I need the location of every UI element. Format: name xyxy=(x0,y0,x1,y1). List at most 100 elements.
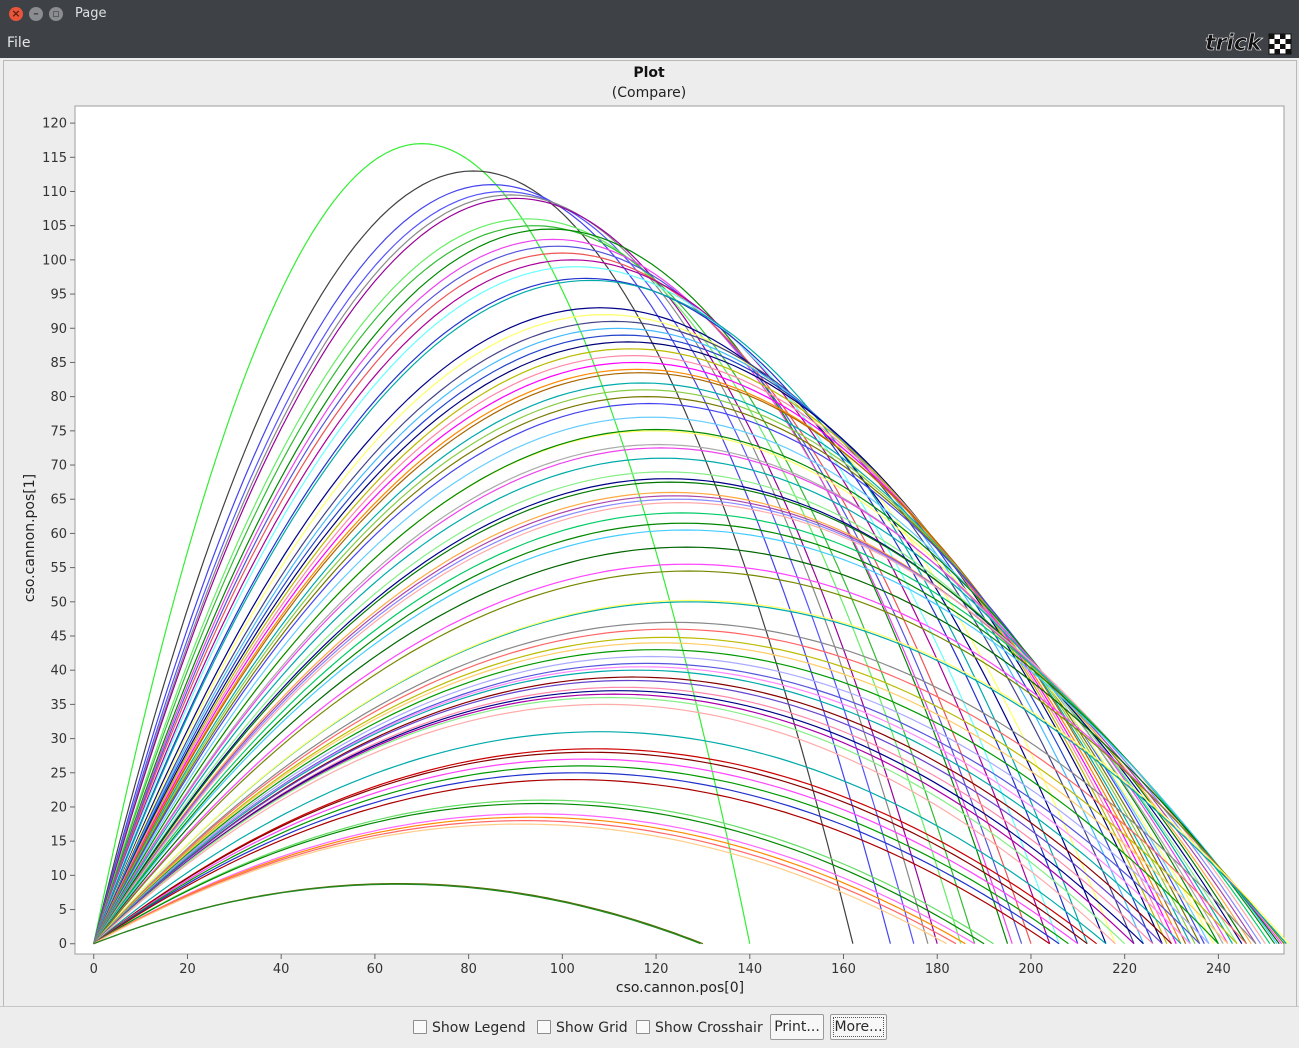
x-tick-label: 160 xyxy=(831,962,856,977)
y-tick-label: 25 xyxy=(50,766,67,781)
series-line-49 xyxy=(93,563,1283,945)
x-tick-label: 20 xyxy=(179,962,196,977)
series-line-52 xyxy=(93,599,1290,945)
series-line-57 xyxy=(93,649,1219,945)
trick-logo: trick xyxy=(1205,31,1292,56)
window-titlebar: × – ▫ Page xyxy=(0,0,1299,28)
series-line-73 xyxy=(93,765,1069,945)
y-tick-label: 40 xyxy=(50,664,67,679)
series-line-72 xyxy=(93,758,1079,945)
y-tick-label: 95 xyxy=(50,288,67,303)
series-line-12 xyxy=(93,252,1032,944)
series-line-59 xyxy=(93,662,1201,945)
show-legend-label: Show Legend xyxy=(432,1020,526,1036)
series-group xyxy=(93,142,1290,945)
series-line-69 xyxy=(93,731,1107,945)
series-line-64 xyxy=(93,686,1154,945)
show-grid-label: Show Grid xyxy=(556,1020,628,1036)
maximize-icon[interactable]: ▫ xyxy=(49,7,63,21)
y-tick-label: 20 xyxy=(50,800,67,815)
series-line-68 xyxy=(93,703,1116,945)
series-line-63 xyxy=(93,679,1163,945)
y-tick-label: 10 xyxy=(50,869,67,884)
series-line-4 xyxy=(93,190,915,944)
checkbox-box xyxy=(636,1020,650,1034)
series-line-81 xyxy=(93,823,947,945)
y-tick-label: 120 xyxy=(42,117,67,132)
x-tick-label: 240 xyxy=(1206,962,1231,977)
series-line-67 xyxy=(93,696,1126,945)
x-axis: 0 20 40 60 80 100 120 140 160 180 200 220 240 xyxy=(90,954,1231,977)
control-bar: Show Legend Show Grid Show Crosshair Pri… xyxy=(0,1006,1299,1048)
series-line-56 xyxy=(93,642,1229,945)
x-tick-label: 40 xyxy=(273,962,290,977)
series-line-78 xyxy=(93,813,976,945)
series-line-76 xyxy=(93,799,994,945)
y-axis-label: cso.cannon.pos[1] xyxy=(22,474,38,602)
series-line-75 xyxy=(93,778,1051,945)
y-tick-label: 30 xyxy=(50,732,67,747)
series-line-71 xyxy=(93,751,1088,945)
y-tick-label: 55 xyxy=(50,561,67,576)
series-line-41 xyxy=(93,491,1252,945)
minimize-icon[interactable]: – xyxy=(29,7,43,21)
series-line-77 xyxy=(93,802,985,945)
close-icon[interactable]: × xyxy=(9,7,23,21)
series-line-7 xyxy=(93,218,962,944)
y-tick-label: 65 xyxy=(50,493,67,508)
series-line-46 xyxy=(93,522,1276,945)
x-tick-label: 0 xyxy=(90,962,98,977)
y-tick-label: 110 xyxy=(42,185,67,200)
series-line-66 xyxy=(93,693,1135,945)
chart-subtitle: (Compare) xyxy=(612,85,686,101)
show-crosshair-checkbox[interactable]: Show Crosshair xyxy=(636,1019,763,1037)
x-tick-label: 140 xyxy=(737,962,762,977)
x-tick-label: 60 xyxy=(367,962,384,977)
series-line-18 xyxy=(93,313,1116,944)
series-line-53 xyxy=(93,621,1257,945)
print-button[interactable]: Print... xyxy=(770,1014,824,1040)
y-tick-label: 70 xyxy=(50,459,67,474)
series-line-8 xyxy=(93,225,976,944)
trajectory-chart[interactable]: Plot (Compare) 0 20 40 60 80 100 120 140 160 180 2… xyxy=(0,0,1299,1006)
menu-file[interactable]: File xyxy=(7,35,30,51)
x-tick-label: 220 xyxy=(1112,962,1137,977)
chart-title: Plot xyxy=(633,65,665,81)
y-tick-label: 0 xyxy=(59,937,67,952)
y-tick-label: 90 xyxy=(50,322,67,337)
series-line-15 xyxy=(93,277,1079,944)
series-line-45 xyxy=(93,512,1271,945)
checkbox-box xyxy=(537,1020,551,1034)
y-tick-label: 85 xyxy=(50,356,67,371)
series-line-80 xyxy=(93,819,957,945)
series-line-17 xyxy=(93,307,1107,944)
series-line-61 xyxy=(93,669,1182,945)
series-line-44 xyxy=(93,501,1266,945)
series-line-70 xyxy=(93,748,1097,945)
checkbox-box xyxy=(413,1020,427,1034)
series-line-47 xyxy=(93,529,1278,945)
y-tick-label: 5 xyxy=(59,903,67,918)
series-line-74 xyxy=(93,772,1060,945)
menu-file-label: File xyxy=(7,35,31,51)
y-tick-label: 80 xyxy=(50,390,67,405)
y-tick-label: 60 xyxy=(50,527,67,542)
series-line-58 xyxy=(93,655,1210,945)
series-line-54 xyxy=(93,628,1247,945)
checkered-flag-icon xyxy=(1268,33,1292,55)
series-line-50 xyxy=(93,570,1285,945)
more-button[interactable]: More... xyxy=(830,1014,887,1040)
series-line-83 xyxy=(93,883,701,945)
y-tick-label: 115 xyxy=(42,151,67,166)
series-line-14 xyxy=(93,266,1060,944)
y-axis: 0 5 10 15 20 25 30 35 40 45 50 55 60 65 70 75 80 85 90 95 10… xyxy=(42,117,75,952)
series-line-20 xyxy=(93,327,1144,944)
x-tick-label: 120 xyxy=(644,962,669,977)
window-title: Page xyxy=(75,6,107,21)
series-line-60 xyxy=(93,666,1191,945)
show-legend-checkbox[interactable]: Show Legend xyxy=(413,1019,526,1037)
series-line-13 xyxy=(93,259,1051,944)
logo-text: trick xyxy=(1205,31,1263,56)
show-grid-checkbox[interactable]: Show Grid xyxy=(537,1019,628,1037)
x-tick-label: 100 xyxy=(550,962,575,977)
